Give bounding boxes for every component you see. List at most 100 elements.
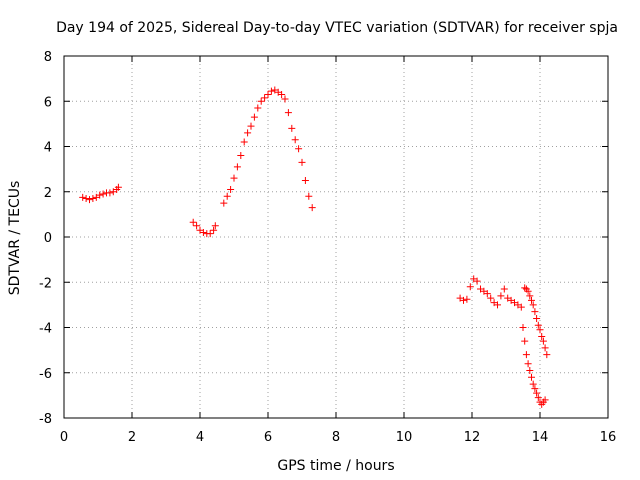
series-1 [79,183,122,204]
data-point [466,283,474,291]
y-tick-label: -8 [39,412,52,427]
x-tick-label: 6 [264,430,272,445]
data-point [521,284,529,292]
data-point [543,351,551,359]
data-point [531,385,539,393]
data-point [193,222,201,230]
data-point [244,129,252,137]
y-tick-label: -6 [39,367,52,382]
data-point [541,396,549,404]
series-6 [521,284,551,359]
x-tick-label: 0 [60,430,68,445]
data-point [257,97,265,105]
data-point [237,152,245,160]
data-point [539,337,547,345]
data-point [261,94,269,102]
data-point [99,190,107,198]
data-point [521,337,529,345]
data-point [497,292,505,300]
data-point [483,290,491,298]
data-point [519,324,527,331]
data-point [254,104,262,112]
y-tick-label: -2 [39,276,52,291]
x-tick-label: 2 [128,430,136,445]
data-point [524,287,532,295]
data-point [536,326,544,334]
data-point [278,90,286,98]
data-point [291,136,299,144]
data-point [541,344,549,352]
data-point [288,124,296,132]
data-point [284,109,292,117]
data-point [305,192,313,200]
data-point [86,196,93,204]
y-tick-label: 4 [44,141,52,156]
data-point [250,113,258,121]
y-axis-label: SDTVAR / TECUs [7,181,23,296]
x-tick-label: 10 [396,430,413,445]
chart-title: Day 194 of 2025, Sidereal Day-to-day VTE… [56,20,618,36]
data-point [534,321,542,329]
data-point [487,294,495,302]
data-point [538,333,546,341]
y-tick-labels: -8 -6 -4 -2 0 2 4 6 8 [39,50,52,427]
data-point [308,204,316,212]
data-point [220,199,228,207]
data-point [460,296,467,304]
data-point [533,314,541,322]
y-tick-label: 0 [44,231,52,246]
data-point [189,218,197,226]
data-point [199,228,207,236]
y-tick-label: 6 [44,95,52,110]
data-point [240,138,248,146]
data-point [500,285,508,293]
data-point [281,95,289,103]
grid [64,56,608,418]
data-point [247,122,255,130]
data-point [524,360,532,368]
x-axis-label: GPS time / hours [277,458,394,474]
data-point [89,195,97,203]
data-point [210,226,218,234]
data-point [529,380,537,388]
data-point [267,87,275,95]
data-point [531,308,539,316]
data-point [233,163,241,171]
y-tick-label: 2 [44,186,52,201]
y-tick-label: 8 [44,50,52,65]
data-point [528,296,535,304]
data-point [264,90,272,98]
series-3 [220,86,316,212]
series-4 [456,275,525,311]
data-point [534,394,542,402]
data-point [223,192,231,200]
data-point [211,222,219,230]
data-point [106,189,114,197]
data-point [206,230,214,238]
data-point [79,193,87,201]
data-point [295,145,303,153]
data-point [298,158,306,166]
data-point [528,373,535,381]
series-2 [189,218,219,238]
data-point [526,292,534,300]
series-5 [519,324,549,408]
data-point [473,277,481,285]
data-point [96,191,104,199]
data-point [517,303,525,311]
data-point [463,295,471,303]
data-point [114,183,122,191]
data-point [227,185,235,193]
data-point [522,351,530,359]
x-tick-label: 14 [532,430,549,445]
y-tick-label: -4 [39,322,52,337]
data-point [533,389,541,397]
data-point [529,301,537,309]
x-tick-labels: 0 2 4 6 8 10 12 14 16 [60,430,616,445]
x-tick-label: 16 [600,430,617,445]
data-point [494,301,501,309]
data-point [526,366,534,374]
axis-ticks [63,55,609,419]
x-tick-label: 4 [196,430,204,445]
